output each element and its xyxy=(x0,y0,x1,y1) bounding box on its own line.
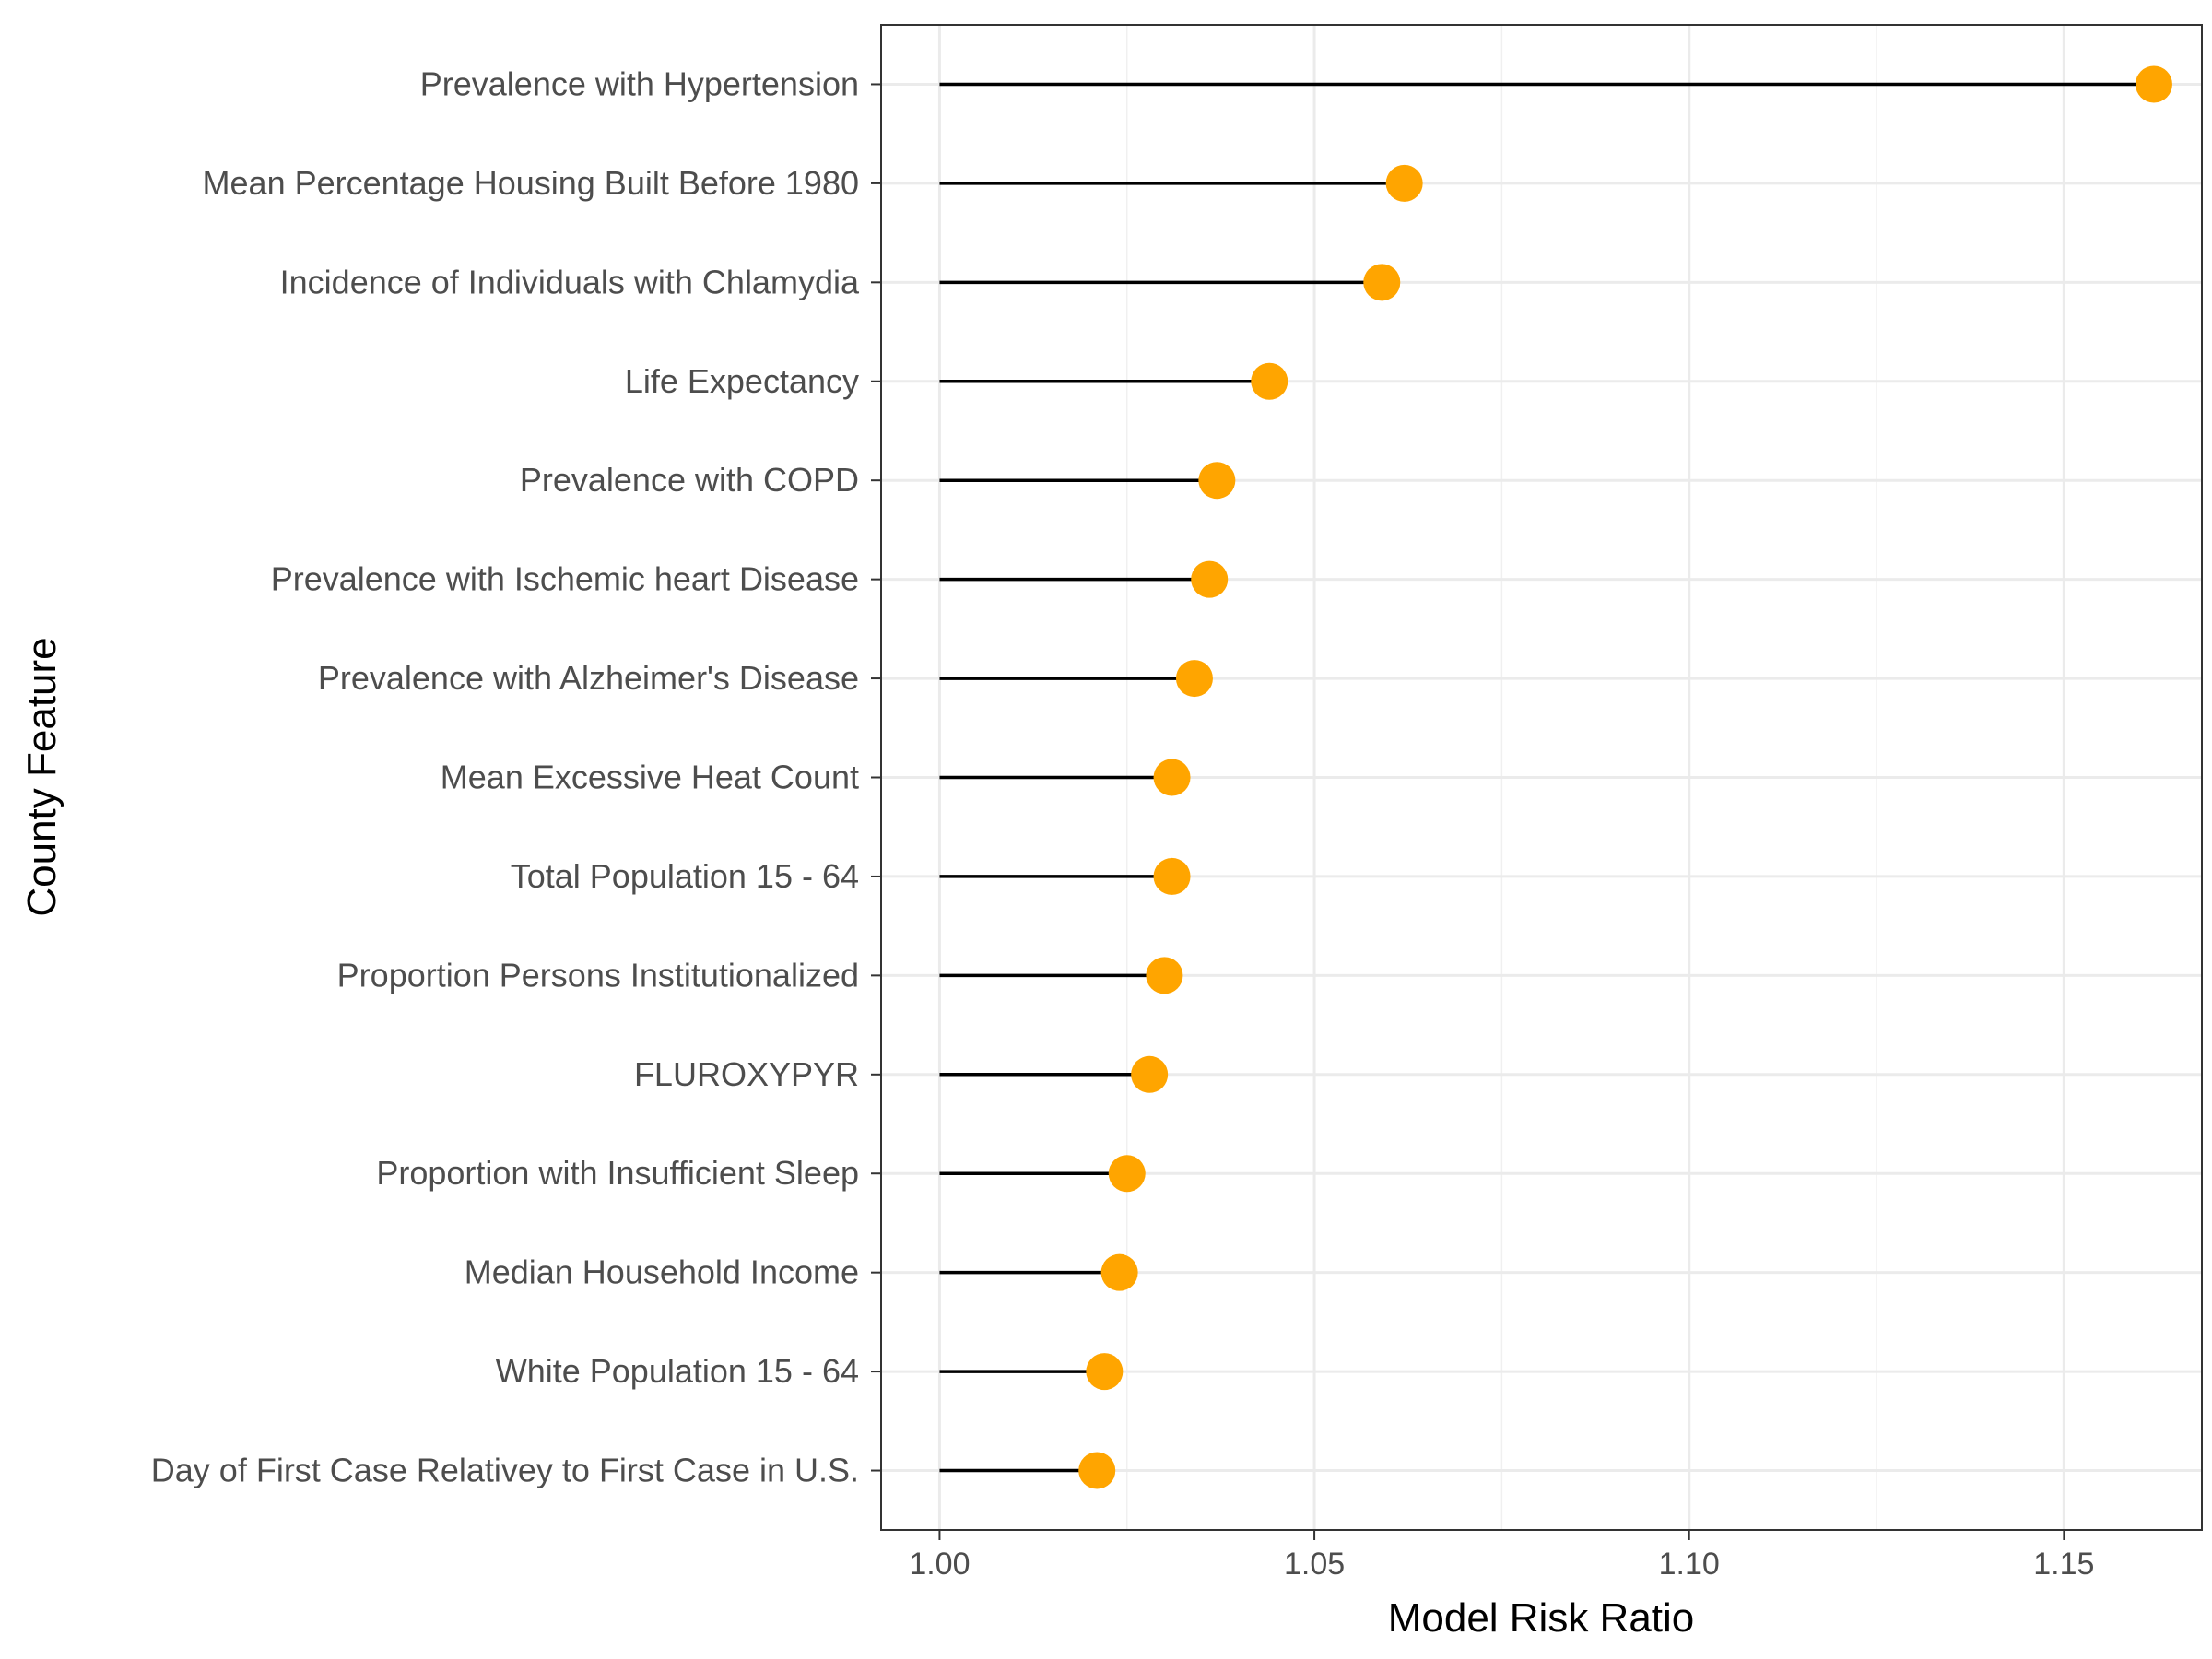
category-label: Prevalence with Hypertension xyxy=(420,65,859,102)
x-tick-label: 1.00 xyxy=(909,1547,970,1582)
category-label: Life Expectancy xyxy=(625,362,859,400)
x-axis-title: Model Risk Ratio xyxy=(1388,1595,1695,1641)
x-tick-label: 1.10 xyxy=(1659,1547,1720,1582)
lollipop-point xyxy=(1153,857,1191,895)
category-label: Day of First Case Relativey to First Cas… xyxy=(151,1452,859,1489)
category-label: Proportion Persons Institutionalized xyxy=(337,956,859,994)
lollipop-point xyxy=(1146,957,1183,994)
category-label: Proportion with Insufficient Sleep xyxy=(376,1154,859,1192)
category-label: Prevalence with Ischemic heart Disease xyxy=(271,560,859,598)
category-label: Median Household Income xyxy=(465,1253,859,1291)
y-axis-title: County Feature xyxy=(19,637,65,916)
category-label: FLUROXYPYR xyxy=(634,1055,859,1093)
lollipop-point xyxy=(1086,1353,1124,1391)
lollipop-point xyxy=(1175,660,1213,698)
lollipop-point xyxy=(1191,560,1229,598)
lollipop-point xyxy=(1100,1253,1138,1291)
category-label: White Population 15 - 64 xyxy=(496,1352,859,1390)
lollipop-point xyxy=(1078,1452,1116,1489)
category-label: Prevalence with Alzheimer's Disease xyxy=(318,659,859,697)
lollipop-point xyxy=(1198,462,1236,500)
lollipop-point xyxy=(1251,362,1288,400)
lollipop-point xyxy=(2135,65,2172,103)
x-tick-label: 1.05 xyxy=(1284,1547,1345,1582)
lollipop-point xyxy=(1153,759,1191,796)
lollipop-stems xyxy=(939,82,2154,1473)
category-label: Total Population 15 - 64 xyxy=(511,857,859,895)
lollipop-point xyxy=(1131,1055,1169,1093)
lollipop-points xyxy=(1078,65,2172,1489)
category-label: Mean Percentage Housing Built Before 198… xyxy=(203,164,859,202)
category-label: Mean Excessive Heat Count xyxy=(441,759,859,796)
lollipop-point xyxy=(1385,164,1423,202)
x-axis-ticks: 1.00 1.05 1.10 1.15 xyxy=(909,1530,2094,1582)
x-tick-label: 1.15 xyxy=(2033,1547,2094,1582)
category-label: Prevalence with COPD xyxy=(520,461,859,499)
lollipop-point xyxy=(1363,264,1401,301)
category-label: Incidence of Individuals with Chlamydia xyxy=(280,263,860,300)
lollipop-point xyxy=(1108,1155,1146,1193)
y-axis-ticks: Prevalence with Hypertension Mean Percent… xyxy=(151,65,881,1489)
